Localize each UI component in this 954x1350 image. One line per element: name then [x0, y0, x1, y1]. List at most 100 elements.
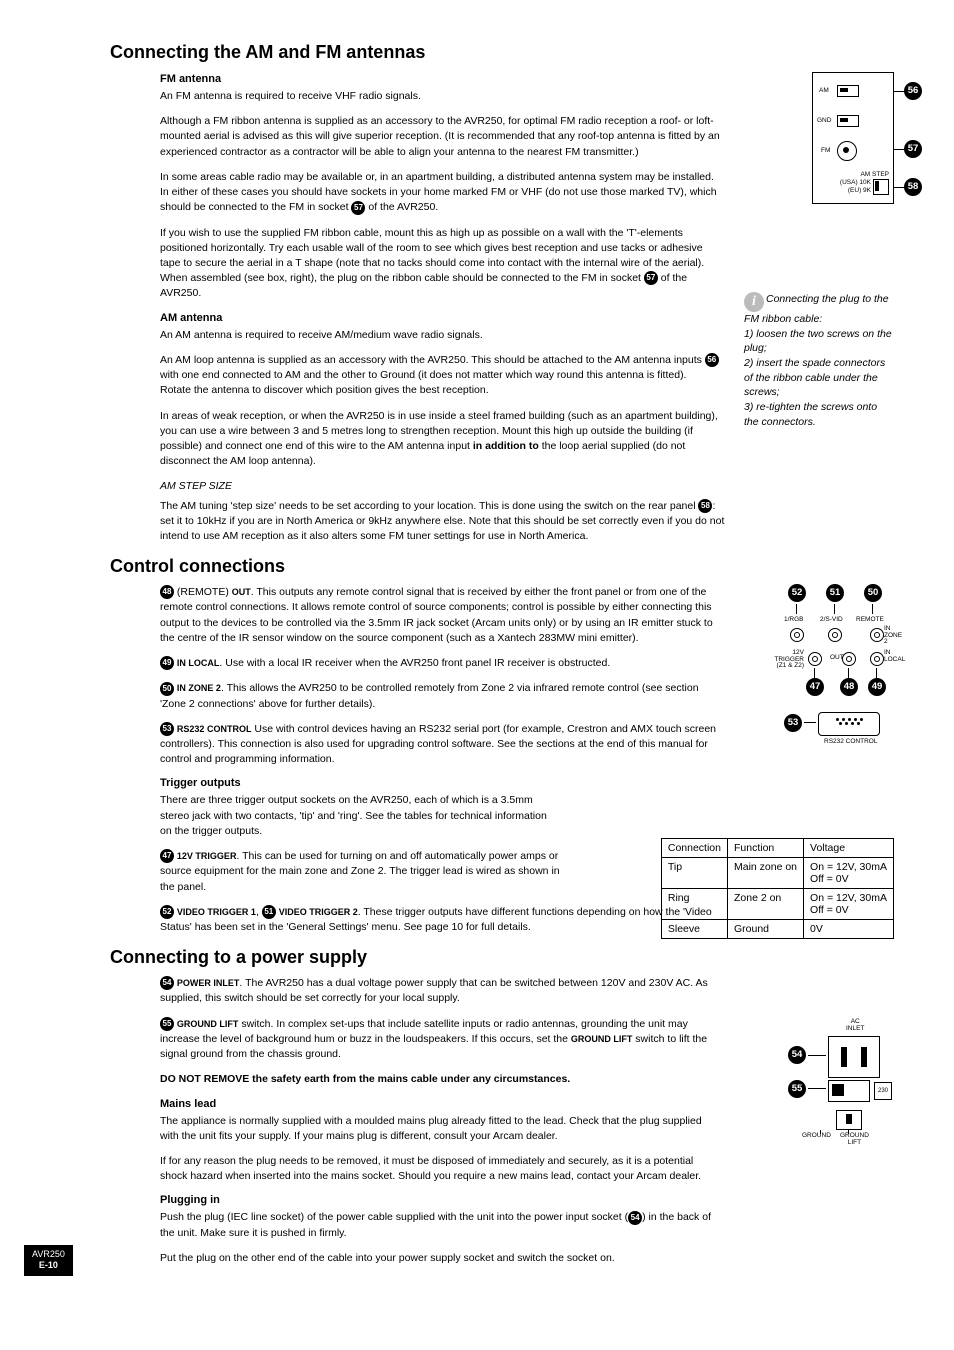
heading-antennas: Connecting the AM and FM antennas: [110, 42, 894, 63]
power-diagram: AC INLET 54 230 55 GROUND GROUND LIFT: [774, 1018, 894, 1148]
heading-plugging: Plugging in: [160, 1194, 720, 1206]
callout-51: 51: [826, 584, 844, 602]
pwr-p2: 55 GROUND LIFT switch. In complex set-up…: [160, 1017, 720, 1063]
td: Ground: [727, 920, 803, 939]
inline-52: 52: [160, 905, 174, 919]
lbl-ground: GROUND: [802, 1132, 831, 1139]
am-step-p: The AM tuning 'step size' needs to be se…: [160, 499, 730, 545]
lbl-am: AM: [819, 87, 829, 94]
td: Tip: [661, 858, 727, 889]
antenna-diagram: AM GND FM AM STEP (USA) 10K (EU) 9K 56 5…: [812, 72, 894, 204]
td: Ring: [661, 889, 727, 920]
callout-55: 55: [788, 1080, 806, 1098]
inline-57b: 57: [644, 271, 658, 285]
td: Zone 2 on: [727, 889, 803, 920]
inline-54b: 54: [628, 1211, 642, 1225]
callout-48: 48: [840, 678, 858, 696]
inline-55: 55: [160, 1017, 174, 1031]
page-label: AVR250 E-10: [24, 1245, 73, 1276]
lbl-out: OUT: [830, 654, 844, 661]
callout-54: 54: [788, 1046, 806, 1064]
plug-p1: Push the plug (IEC line socket) of the p…: [160, 1210, 720, 1240]
heading-control: Control connections: [110, 556, 894, 577]
am-p1: An AM antenna is required to receive AM/…: [160, 328, 720, 343]
heading-am: AM antenna: [160, 312, 720, 324]
am-p3: In areas of weak reception, or when the …: [160, 409, 720, 470]
callout-53: 53: [784, 714, 802, 732]
th-func: Function: [727, 839, 803, 858]
page-num: E-10: [39, 1260, 58, 1270]
ctrl-p2: 49 IN LOCAL. Use with a local IR receive…: [160, 656, 720, 671]
am-step-heading: AM STEP SIZE: [160, 479, 720, 494]
page-model: AVR250: [32, 1249, 65, 1259]
lbl-trig: 12V TRIGGER (Z1 & Z2): [774, 650, 804, 670]
inline-54: 54: [160, 976, 174, 990]
callout-47: 47: [806, 678, 824, 696]
callout-56: 56: [904, 82, 922, 100]
ctrl-p4: 53 RS232 CONTROL Use with control device…: [160, 722, 720, 768]
td: Main zone on: [727, 858, 803, 889]
trig-p1: There are three trigger output sockets o…: [160, 793, 560, 839]
heading-trigger: Trigger outputs: [160, 777, 720, 789]
inline-50: 50: [160, 682, 174, 696]
callout-52: 52: [788, 584, 806, 602]
inline-47: 47: [160, 849, 174, 863]
lbl-gnd: GND: [817, 117, 831, 124]
callout-50: 50: [864, 584, 882, 602]
lbl-inlocal: IN LOCAL: [884, 650, 905, 663]
th-volt: Voltage: [804, 839, 894, 858]
sidebar-l1: Connecting the plug to the FM ribbon cab…: [744, 293, 889, 325]
lbl-ac: AC INLET: [846, 1018, 864, 1032]
mains-p2: If for any reason the plug needs to be r…: [160, 1154, 720, 1184]
td: On = 12V, 30mA Off = 0V: [804, 858, 894, 889]
heading-power: Connecting to a power supply: [110, 947, 894, 968]
lbl-remote: REMOTE: [856, 616, 884, 623]
lbl-fm: FM: [821, 147, 830, 154]
heading-fm: FM antenna: [160, 73, 720, 85]
callout-58: 58: [904, 178, 922, 196]
td: 0V: [804, 920, 894, 939]
heading-mains: Mains lead: [160, 1098, 720, 1110]
ctrl-p3: 50 IN ZONE 2. This allows the AVR250 to …: [160, 681, 720, 711]
pwr-p1: 54 POWER INLET. The AVR250 has a dual vo…: [160, 976, 720, 1006]
trig-p2: 47 12V TRIGGER. This can be used for tur…: [160, 849, 560, 895]
inline-58: 58: [698, 499, 712, 513]
plug-p2: Put the plug on the other end of the cab…: [160, 1251, 720, 1266]
inline-49: 49: [160, 656, 174, 670]
trigger-table: ConnectionFunctionVoltage TipMain zone o…: [661, 838, 894, 939]
sidebar-l2: 1) loosen the two screws on the plug;: [744, 328, 892, 355]
td: On = 12V, 30mA Off = 0V: [804, 889, 894, 920]
th-conn: Connection: [661, 839, 727, 858]
lbl-rs232: RS232 CONTROL: [824, 738, 877, 745]
lbl-lift: GROUND LIFT: [840, 1132, 869, 1146]
inline-48: 48: [160, 585, 174, 599]
inline-56: 56: [705, 353, 719, 367]
info-icon: i: [744, 292, 764, 312]
pwr-warn: DO NOT REMOVE the safety earth from the …: [160, 1072, 720, 1087]
info-sidebar: iConnecting the plug to the FM ribbon ca…: [744, 292, 894, 430]
am-p2: An AM loop antenna is supplied as an acc…: [160, 353, 720, 399]
inline-53: 53: [160, 722, 174, 736]
lbl-usa: (USA) 10K: [840, 179, 871, 186]
mains-p1: The appliance is normally supplied with …: [160, 1114, 720, 1144]
inline-57: 57: [351, 201, 365, 215]
trig-p3: 52 VIDEO TRIGGER 1, 51 VIDEO TRIGGER 2. …: [160, 905, 720, 935]
lbl-amstep: AM STEP: [860, 171, 889, 178]
fm-p2: Although a FM ribbon antenna is supplied…: [160, 114, 720, 160]
callout-49: 49: [868, 678, 886, 696]
sidebar-l4: 3) re-tighten the screws onto the connec…: [744, 401, 877, 428]
lbl-svid: 2/S-VID: [820, 616, 843, 623]
fm-p4: If you wish to use the supplied FM ribbo…: [160, 226, 720, 302]
ctrl-p1: 48 (REMOTE) OUT. This outputs any remote…: [160, 585, 720, 646]
inline-51: 51: [262, 905, 276, 919]
lbl-eu: (EU) 9K: [848, 187, 871, 194]
control-diagram: 52 51 50 1/RGB 2/S-VID REMOTE IN ZONE 2 …: [784, 602, 894, 748]
lbl-230: 230: [874, 1082, 892, 1100]
td: Sleeve: [661, 920, 727, 939]
lbl-inzone: IN ZONE 2: [884, 626, 902, 646]
sidebar-l3: 2) insert the spade connectors of the ri…: [744, 357, 885, 398]
callout-57: 57: [904, 140, 922, 158]
fm-p3: In some areas cable radio may be availab…: [160, 170, 720, 216]
fm-p1: An FM antenna is required to receive VHF…: [160, 89, 720, 104]
lbl-rgb: 1/RGB: [784, 616, 804, 623]
